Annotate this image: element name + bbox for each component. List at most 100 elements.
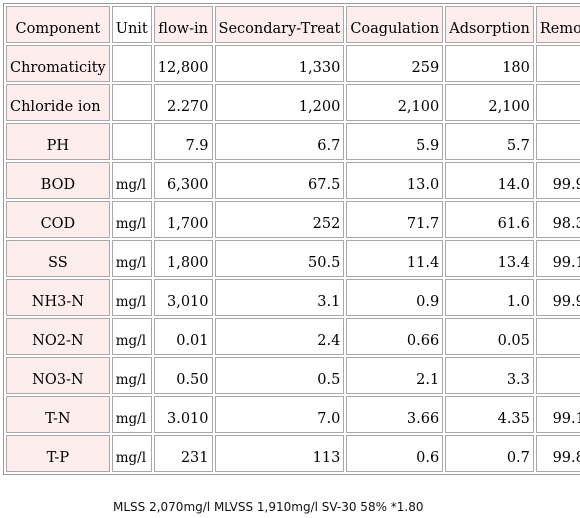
cell-flow-in: 3.010	[153, 396, 213, 433]
cell-remove: 99.1%	[535, 396, 580, 433]
cell-remove	[535, 123, 580, 160]
cell-component: NH3-N	[6, 279, 110, 316]
cell-adsorption: 14.0	[445, 162, 534, 199]
cell-adsorption: 2,100	[445, 84, 534, 121]
cell-coagulation: 11.4	[346, 240, 444, 277]
cell-remove	[535, 84, 580, 121]
cell-secondary-treat: 67.5	[214, 162, 345, 199]
results-table-container: Component Unit flow-in Secondary-Treat C…	[3, 3, 580, 475]
table-row: NO3-N mg/l 0.50 0.5 2.1 3.3	[6, 357, 580, 394]
header-adsorption: Adsorption	[445, 6, 534, 43]
cell-remove	[535, 357, 580, 394]
header-component: Component	[6, 6, 110, 43]
cell-unit	[111, 45, 152, 82]
cell-coagulation: 2.1	[346, 357, 444, 394]
cell-unit: mg/l	[111, 435, 152, 472]
cell-coagulation: 3.66	[346, 396, 444, 433]
cell-component: T-N	[6, 396, 110, 433]
cell-flow-in: 0.01	[153, 318, 213, 355]
cell-flow-in: 12,800	[153, 45, 213, 82]
cell-component: COD	[6, 201, 110, 238]
cell-flow-in: 1,800	[153, 240, 213, 277]
cell-adsorption: 13.4	[445, 240, 534, 277]
cell-flow-in: 7.9	[153, 123, 213, 160]
cell-remove: 98.3%	[535, 201, 580, 238]
cell-component: NO3-N	[6, 357, 110, 394]
cell-secondary-treat: 50.5	[214, 240, 345, 277]
cell-adsorption: 0.7	[445, 435, 534, 472]
cell-secondary-treat: 6.7	[214, 123, 345, 160]
treatment-results-table: Component Unit flow-in Secondary-Treat C…	[3, 3, 580, 475]
header-secondary-treat: Secondary-Treat	[214, 6, 345, 43]
header-row: Component Unit flow-in Secondary-Treat C…	[6, 6, 580, 43]
header-remove: Remove	[535, 6, 580, 43]
cell-adsorption: 4.35	[445, 396, 534, 433]
cell-component: Chloride ion	[6, 84, 110, 121]
cell-coagulation: 0.6	[346, 435, 444, 472]
cell-unit	[111, 84, 152, 121]
cell-secondary-treat: 252	[214, 201, 345, 238]
cell-coagulation: 71.7	[346, 201, 444, 238]
cell-flow-in: 1,700	[153, 201, 213, 238]
cell-remove	[535, 45, 580, 82]
cell-secondary-treat: 1,330	[214, 45, 345, 82]
table-body: Chromaticity 12,800 1,330 259 180 Chloride io…	[6, 45, 580, 472]
cell-component: Chromaticity	[6, 45, 110, 82]
cell-coagulation: 13.0	[346, 162, 444, 199]
cell-component: BOD	[6, 162, 110, 199]
cell-adsorption: 3.3	[445, 357, 534, 394]
cell-flow-in: 2.270	[153, 84, 213, 121]
cell-component: PH	[6, 123, 110, 160]
cell-remove: 99.9%	[535, 279, 580, 316]
cell-component: T-P	[6, 435, 110, 472]
cell-unit: mg/l	[111, 279, 152, 316]
cell-coagulation: 2,100	[346, 84, 444, 121]
header-coagulation: Coagulation	[346, 6, 444, 43]
cell-coagulation: 0.66	[346, 318, 444, 355]
cell-remove: 99.8%	[535, 435, 580, 472]
cell-unit: mg/l	[111, 357, 152, 394]
cell-adsorption: 0.05	[445, 318, 534, 355]
cell-secondary-treat: 3.1	[214, 279, 345, 316]
cell-flow-in: 3,010	[153, 279, 213, 316]
cell-component: SS	[6, 240, 110, 277]
header-unit: Unit	[111, 6, 152, 43]
cell-unit: mg/l	[111, 201, 152, 238]
cell-adsorption: 5.7	[445, 123, 534, 160]
cell-coagulation: 5.9	[346, 123, 444, 160]
cell-flow-in: 6,300	[153, 162, 213, 199]
cell-secondary-treat: 7.0	[214, 396, 345, 433]
table-row: PH 7.9 6.7 5.9 5.7	[6, 123, 580, 160]
cell-flow-in: 0.50	[153, 357, 213, 394]
cell-unit: mg/l	[111, 396, 152, 433]
cell-unit: mg/l	[111, 162, 152, 199]
cell-adsorption: 180	[445, 45, 534, 82]
cell-unit: mg/l	[111, 240, 152, 277]
cell-unit: mg/l	[111, 318, 152, 355]
cell-secondary-treat: 1,200	[214, 84, 345, 121]
header-flow-in: flow-in	[153, 6, 213, 43]
table-row: Chromaticity 12,800 1,330 259 180	[6, 45, 580, 82]
cell-secondary-treat: 2.4	[214, 318, 345, 355]
footer-note: MLSS 2,070mg/l MLVSS 1,910mg/l SV-30 58%…	[113, 500, 424, 514]
cell-unit	[111, 123, 152, 160]
cell-remove	[535, 318, 580, 355]
cell-remove: 99.9%	[535, 162, 580, 199]
cell-secondary-treat: 113	[214, 435, 345, 472]
cell-coagulation: 0.9	[346, 279, 444, 316]
cell-coagulation: 259	[346, 45, 444, 82]
cell-flow-in: 231	[153, 435, 213, 472]
cell-adsorption: 1.0	[445, 279, 534, 316]
table-row: NO2-N mg/l 0.01 2.4 0.66 0.05	[6, 318, 580, 355]
cell-remove: 99.1%	[535, 240, 580, 277]
table-row: Chloride ion 2.270 1,200 2,100 2,100	[6, 84, 580, 121]
cell-component: NO2-N	[6, 318, 110, 355]
cell-secondary-treat: 0.5	[214, 357, 345, 394]
cell-adsorption: 61.6	[445, 201, 534, 238]
